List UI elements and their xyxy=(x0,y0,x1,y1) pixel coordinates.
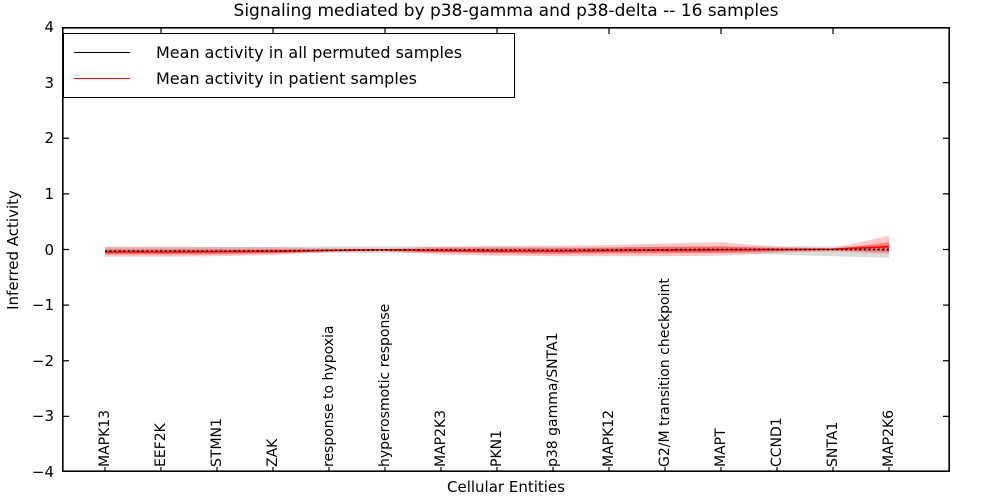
x-tick-label: STMN1 xyxy=(209,418,225,467)
x-tick-label: response to hypoxia xyxy=(321,325,337,467)
y-tick-label: 4 xyxy=(44,18,54,36)
x-tick-label: PKN1 xyxy=(489,429,505,467)
legend-label-permuted: Mean activity in all permuted samples xyxy=(156,42,463,62)
chart-title: Signaling mediated by p38-gamma and p38-… xyxy=(233,1,779,21)
legend-label-patient: Mean activity in patient samples xyxy=(156,68,417,88)
y-tick-label: −4 xyxy=(31,463,54,481)
y-tick-label: 2 xyxy=(44,129,54,148)
x-tick-label: SNTA1 xyxy=(825,421,841,467)
patient-line-sample-icon xyxy=(74,78,130,79)
permuted-line-sample-icon xyxy=(74,52,130,53)
y-tick-label: −3 xyxy=(31,407,54,426)
x-tick-label: p38 gamma/SNTA1 xyxy=(545,332,561,468)
y-tick-label: 3 xyxy=(44,73,54,92)
legend: Mean activity in all permuted samples Me… xyxy=(63,33,515,98)
y-tick-label: 1 xyxy=(44,184,54,203)
x-tick-label: MAPK13 xyxy=(97,409,113,467)
x-tick-label: EEF2K xyxy=(153,423,169,467)
y-tick-label: −1 xyxy=(31,296,54,315)
permuted-mean-line-top xyxy=(105,248,889,252)
y-tick-label: −2 xyxy=(31,351,54,370)
x-tick-label: MAP2K6 xyxy=(881,409,897,467)
x-tick-label: hyperosmotic response xyxy=(377,303,393,467)
permuted-std-band xyxy=(105,246,889,258)
x-tick-label: MAPT xyxy=(713,428,729,467)
x-tick-label: MAP2K3 xyxy=(433,409,449,467)
plot-area xyxy=(62,27,950,472)
x-tick-label: CCND1 xyxy=(769,417,785,467)
x-tick-label: ZAK xyxy=(265,438,281,467)
x-tick-label: MAPK12 xyxy=(601,409,617,467)
y-tick-label: 0 xyxy=(44,240,54,259)
x-axis-label: Cellular Entities xyxy=(447,478,565,496)
axes-frame xyxy=(62,27,950,472)
legend-entry-permuted: Mean activity in all permuted samples xyxy=(74,42,514,62)
x-tick-label: G2/M transition checkpoint xyxy=(657,278,673,467)
legend-entry-patient: Mean activity in patient samples xyxy=(74,68,514,88)
axis-ticks xyxy=(62,27,950,472)
